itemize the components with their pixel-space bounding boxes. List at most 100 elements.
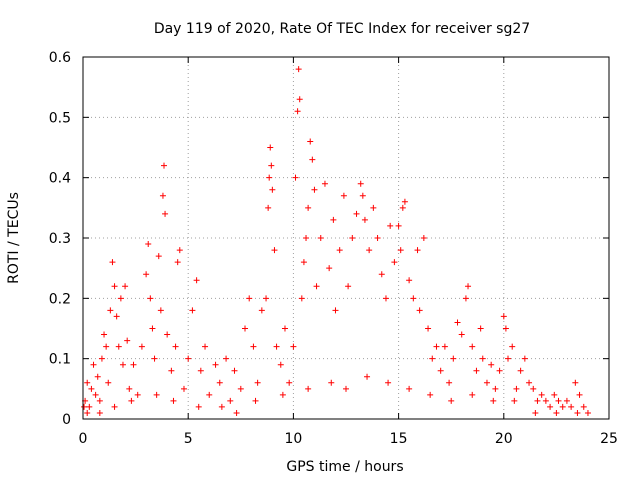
data-point [109, 259, 116, 266]
x-tick-label: 0 [79, 431, 88, 447]
data-point [343, 385, 349, 392]
data-point [195, 403, 202, 410]
data-point [321, 180, 328, 187]
y-axis-label: ROTI / TECUs [6, 192, 22, 284]
data-point [305, 204, 312, 211]
data-point [511, 397, 518, 404]
data-point [134, 391, 141, 398]
data-point [406, 277, 413, 284]
data-point [111, 403, 118, 410]
data-point [401, 198, 408, 205]
data-point [357, 180, 364, 187]
x-tick-label: 15 [390, 431, 408, 447]
data-point [113, 313, 120, 320]
y-tick-label: 0.4 [49, 171, 71, 187]
data-point [296, 96, 303, 103]
data-point [281, 325, 288, 332]
data-point [176, 247, 183, 254]
data-point [147, 295, 154, 302]
data-point [458, 331, 465, 338]
data-point [326, 265, 333, 272]
data-point [98, 355, 105, 362]
x-tick-label: 10 [284, 431, 302, 447]
data-point [309, 156, 316, 163]
data-point [448, 397, 455, 404]
data-point [382, 295, 389, 302]
data-point [172, 343, 179, 350]
data-point [584, 409, 591, 416]
data-point [292, 174, 299, 181]
data-point [128, 397, 135, 404]
data-point [313, 283, 320, 290]
data-point [441, 343, 448, 350]
data-point [311, 186, 318, 193]
data-point [332, 307, 339, 314]
data-point [547, 403, 554, 410]
data-point [180, 385, 187, 392]
data-point [143, 271, 150, 278]
data-point [490, 397, 497, 404]
data-point [364, 373, 371, 380]
data-point [164, 331, 171, 338]
data-point [563, 397, 570, 404]
data-point [242, 325, 249, 332]
data-point [307, 138, 314, 145]
data-point [94, 373, 101, 380]
data-point [517, 367, 524, 374]
data-point [298, 295, 305, 302]
data-point [526, 379, 533, 386]
data-point [465, 283, 472, 290]
data-points [81, 66, 591, 416]
data-point [271, 247, 278, 254]
y-tick-label: 0.1 [49, 352, 71, 368]
y-tick-label: 0.5 [49, 110, 71, 126]
data-point [345, 283, 352, 290]
plot-border [82, 56, 610, 420]
data-point [477, 325, 484, 332]
data-point [189, 307, 196, 314]
data-point [237, 385, 244, 392]
data-point [366, 247, 373, 254]
data-point [124, 337, 131, 344]
data-point [86, 403, 93, 410]
data-point [488, 361, 495, 368]
data-point [273, 343, 280, 350]
data-point [462, 295, 469, 302]
data-point [513, 385, 520, 392]
data-point [168, 367, 175, 374]
data-point [410, 295, 417, 302]
data-point [469, 391, 476, 398]
data-point [300, 259, 307, 266]
data-point [206, 391, 213, 398]
data-point [580, 403, 587, 410]
data-point [216, 379, 223, 386]
data-point [233, 409, 240, 416]
data-point [406, 385, 413, 392]
data-point [330, 216, 337, 223]
x-tick-label: 20 [495, 431, 513, 447]
data-point [197, 367, 204, 374]
data-point [420, 235, 427, 241]
data-point [349, 235, 356, 241]
data-point [574, 409, 581, 416]
data-point [555, 397, 562, 404]
data-point [303, 235, 310, 241]
data-point [370, 204, 377, 211]
data-point [90, 361, 97, 368]
data-point [252, 397, 259, 404]
data-point [84, 409, 91, 416]
data-point [105, 379, 112, 386]
data-point [500, 313, 507, 320]
data-point [149, 325, 156, 332]
data-point [553, 409, 560, 416]
y-tick-label: 0.6 [49, 50, 71, 66]
data-point [161, 162, 168, 169]
data-point [267, 144, 274, 151]
data-point [263, 295, 270, 302]
x-axis-label: GPS time / hours [286, 459, 403, 475]
data-point [145, 241, 152, 248]
data-point [138, 343, 145, 350]
data-point [505, 355, 512, 362]
data-point [122, 283, 129, 290]
